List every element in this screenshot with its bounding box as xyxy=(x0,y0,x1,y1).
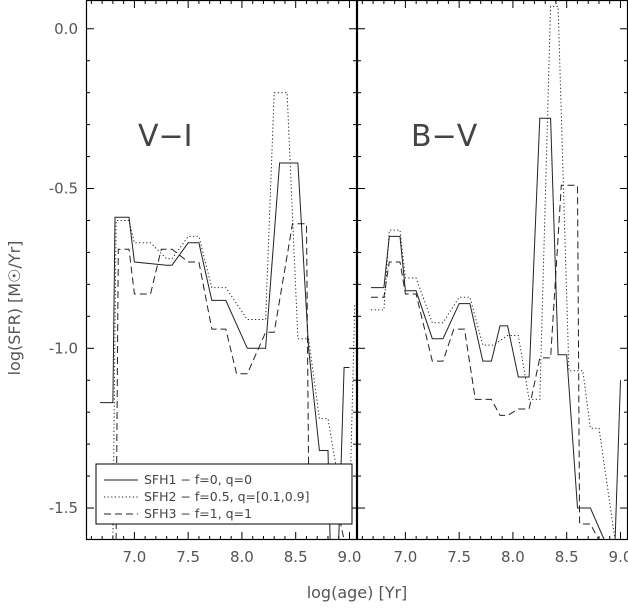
x-tick-label: 7.0 xyxy=(393,548,417,566)
legend-entry-sfh1: SFH1 − f=0, q=0 xyxy=(144,472,252,487)
x-tick-label: 8.0 xyxy=(501,548,525,566)
bv-panel: 7.0 7.5 8.0 8.5 9.0 B−V xyxy=(356,0,628,566)
series-line-solid xyxy=(371,117,621,540)
x-tick-label: 9.0 xyxy=(338,548,362,566)
x-tick-label: 8.5 xyxy=(555,548,579,566)
y-tick-label: 0.0 xyxy=(54,20,78,38)
x-tick-label: 8.5 xyxy=(284,548,308,566)
x-tick-label: 8.0 xyxy=(230,548,254,566)
x-tick-label: 7.5 xyxy=(447,548,471,566)
x-axis-label: log(age) [Yr] xyxy=(307,583,408,602)
panel-label: V−I xyxy=(138,119,193,154)
plot-frame xyxy=(356,0,628,541)
y-tick-label: -0.5 xyxy=(49,180,78,198)
legend-box xyxy=(95,463,353,525)
y-tick-label: -1.5 xyxy=(49,499,78,517)
legend: SFH1 − f=0, q=0 SFH2 − f=0.5, q=[0.1,0.9… xyxy=(95,463,353,525)
legend-entry-sfh2: SFH2 − f=0.5, q=[0.1,0.9] xyxy=(144,489,310,504)
y-tick-label: -1.0 xyxy=(49,339,78,357)
series-line-dotted xyxy=(371,5,621,540)
plot-frame xyxy=(85,0,358,541)
legend-entry-sfh3: SFH3 − f=1, q=1 xyxy=(144,506,252,521)
panel-label: B−V xyxy=(411,119,478,154)
x-tick-label: 7.5 xyxy=(176,548,200,566)
y-axis-label: log(SFR) [M☉/Yr] xyxy=(5,241,24,376)
x-tick-label: 9.0 xyxy=(609,548,628,566)
x-tick-label: 7.0 xyxy=(122,548,146,566)
series-line-dashed xyxy=(371,184,600,540)
